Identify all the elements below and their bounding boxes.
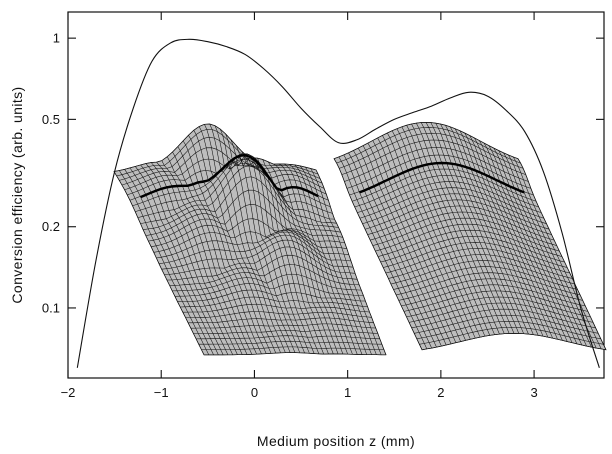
calculated-beam-profile-mesh-column-line <box>498 150 587 347</box>
calculated-beam-profile-mesh-column-line <box>517 158 607 350</box>
calculated-beam-profile-mesh-column-line <box>493 147 583 346</box>
measured-beam-profile-mesh-column-line <box>182 140 267 354</box>
calculated-beam-profile-mesh-column-line <box>503 152 592 348</box>
series-group <box>76 38 600 368</box>
calculated-beam-profile-mesh-column-line <box>459 130 549 338</box>
measured-beam-profile-mesh-column-line <box>172 151 257 355</box>
calculated-beam-profile-mesh <box>333 121 607 351</box>
measured-beam-profile-mesh-column-line <box>188 135 272 354</box>
measured-beam-profile-mesh-column-line <box>113 171 205 356</box>
calculated-beam-profile-mesh-column-line <box>425 122 515 334</box>
measured-beam-profile-mesh-column-line <box>305 166 377 355</box>
calculated-beam-profile-mesh-column-line <box>474 137 563 341</box>
calculated-beam-profile-mesh-column-line <box>372 140 461 342</box>
calculated-beam-profile-mesh-column-line <box>353 150 442 347</box>
measured-beam-profile-mesh-column-line <box>315 169 387 355</box>
calculated-beam-profile-mesh-column-line <box>367 142 457 343</box>
x-tick-label: 1 <box>344 385 351 400</box>
axis-ticks <box>67 12 604 378</box>
calculated-beam-profile-mesh-column-line <box>430 122 520 334</box>
measured-beam-profile-mesh-column-line <box>299 165 372 355</box>
calculated-beam-profile-mesh-column-line <box>416 122 505 334</box>
measured-beam-profile-mesh-column-line <box>140 164 229 355</box>
efficiency-curve <box>76 38 600 368</box>
measured-beam-profile-mesh-column-line <box>145 163 233 355</box>
measured-beam-profile-mesh-column-line <box>294 164 368 355</box>
y-tick-label: 0.2 <box>42 219 60 234</box>
measured-beam-profile-mesh-column-line <box>161 160 248 355</box>
calculated-beam-profile-mesh-column-line <box>338 156 428 350</box>
measured-beam-profile-mesh-ridge <box>140 153 319 199</box>
x-tick-label: −2 <box>61 385 76 400</box>
measured-beam-profile-mesh-column-line <box>236 145 315 354</box>
calculated-beam-profile-mesh-column-line <box>348 152 437 348</box>
axes-box <box>67 11 605 379</box>
calculated-beam-profile-mesh-column-line <box>449 126 539 336</box>
calculated-beam-profile-mesh-column-line <box>488 145 578 345</box>
calculated-beam-profile-mesh-column-line <box>362 145 452 345</box>
calculated-beam-profile-mesh-column-line <box>391 130 481 338</box>
x-tick-label: 0 <box>251 385 258 400</box>
calculated-beam-profile-mesh-column-line <box>469 135 558 340</box>
calculated-beam-profile-mesh-column-line <box>435 122 524 334</box>
x-tick-label: 3 <box>530 385 537 400</box>
calculated-beam-profile-mesh-column-line <box>420 122 510 334</box>
x-tick-label: −1 <box>154 385 169 400</box>
measured-beam-profile-mesh-column-line <box>156 161 243 355</box>
calculated-beam-profile-mesh-column-line <box>343 154 432 349</box>
calculated-beam-profile-mesh-column-line <box>401 126 491 336</box>
tick-labels: −2 −1 0 1 2 3 0.1 0.2 0.5 1 <box>42 31 538 400</box>
x-tick-label: 2 <box>437 385 444 400</box>
y-axis-label: Conversion efficiency (arb. units) <box>9 86 25 303</box>
calculated-beam-profile-mesh-column-line <box>357 147 447 346</box>
calculated-beam-profile-mesh-column-line <box>333 158 423 350</box>
calculated-beam-profile-mesh-column-line <box>377 137 466 341</box>
calculated-beam-profile-mesh-column-line <box>440 123 529 335</box>
plot-frame <box>67 11 605 379</box>
surface-insets <box>113 121 607 356</box>
measured-beam-profile-mesh-column-line <box>267 161 344 355</box>
measured-beam-profile-mesh-column-line <box>124 169 214 356</box>
measured-beam-profile-mesh-column-line <box>225 133 305 354</box>
measured-beam-profile-mesh-column-line <box>310 168 382 355</box>
calculated-beam-profile-mesh-column-line <box>445 125 534 335</box>
calculated-beam-profile-mesh-column-line <box>411 123 500 335</box>
calculated-beam-profile-mesh-column-line <box>512 156 602 350</box>
measured-beam-profile-mesh-column-line <box>177 146 262 355</box>
calculated-beam-profile-mesh-column-line <box>479 140 568 342</box>
calculated-beam-profile-mesh-column-line <box>464 132 553 339</box>
measured-beam-profile-mesh-column-line <box>129 167 219 356</box>
measured-beam-profile-mesh-column-line <box>273 163 348 355</box>
y-tick-label: 0.5 <box>42 112 60 127</box>
x-axis-label: Medium position z (mm) <box>257 433 415 449</box>
measured-beam-profile-mesh-column-line <box>166 156 253 355</box>
calculated-beam-profile-mesh-column-line <box>387 132 476 339</box>
calculated-beam-profile-mesh-column-line <box>382 135 471 340</box>
measured-beam-profile-mesh-column-line <box>278 163 353 355</box>
calculated-beam-profile-mesh-ridge <box>359 161 525 194</box>
calculated-beam-profile-mesh-column-line <box>406 125 495 335</box>
calculated-beam-profile-mesh-column-line <box>508 154 597 349</box>
measured-beam-profile-mesh <box>113 123 387 356</box>
calculated-beam-profile-mesh-column-line <box>396 128 486 337</box>
measured-beam-profile-mesh-column-line <box>198 126 281 353</box>
calculated-beam-profile-mesh-column-line <box>483 142 573 343</box>
measured-beam-profile-mesh-column-line <box>150 162 238 355</box>
calculated-beam-profile-mesh-column-line <box>454 128 544 337</box>
measured-beam-profile-mesh-column-line <box>193 130 277 354</box>
y-tick-label: 1 <box>53 31 60 46</box>
y-tick-label: 0.1 <box>42 300 60 315</box>
measured-beam-profile-mesh-column-line <box>135 166 224 356</box>
measured-beam-profile-mesh-column-line <box>119 170 210 356</box>
measured-beam-profile-mesh-column-line <box>289 164 363 355</box>
measured-beam-profile-mesh-column-line <box>283 163 358 355</box>
